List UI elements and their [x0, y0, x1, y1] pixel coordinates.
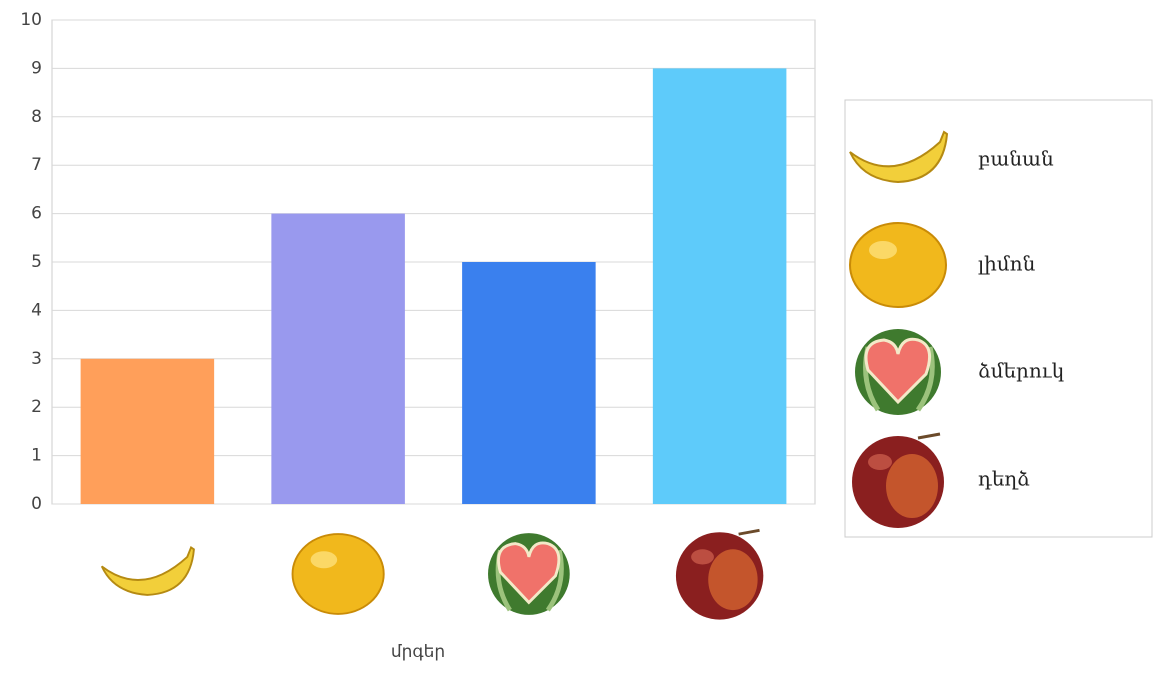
- legend-label: դեղձ: [978, 467, 1030, 491]
- y-tick-label: 10: [20, 10, 42, 30]
- melon-flesh: [497, 541, 561, 605]
- lemon: [291, 533, 385, 615]
- y-tick-label: 6: [31, 204, 42, 224]
- lemon: [849, 222, 947, 308]
- peach-shine: [868, 454, 892, 470]
- banana: [849, 130, 949, 184]
- fruit-icon: [291, 533, 385, 615]
- x-axis-label: մրգեր: [391, 642, 445, 662]
- peach-blush: [708, 549, 758, 611]
- peach-shine: [691, 549, 714, 565]
- peach-stem: [738, 528, 760, 536]
- lemon-shine: [869, 241, 897, 259]
- lemon-shine: [310, 551, 338, 569]
- bar: [462, 262, 596, 504]
- fruit-icon: [849, 130, 949, 184]
- y-tick-label: 8: [31, 107, 42, 127]
- bar: [652, 68, 787, 505]
- legend-label: լիմոն: [978, 252, 1036, 276]
- fruit-icon: [855, 329, 941, 415]
- banana: [100, 545, 195, 596]
- fruit-icon: [488, 533, 570, 615]
- peach-stem: [917, 432, 941, 440]
- y-tick-label: 7: [31, 155, 42, 175]
- y-tick-label: 2: [31, 397, 42, 417]
- fruit-icon: [852, 432, 944, 528]
- fruit-icon: [675, 528, 764, 620]
- bar: [80, 358, 215, 504]
- y-tick-label: 3: [31, 349, 42, 369]
- y-tick-label: 9: [31, 58, 42, 78]
- legend-label: բանան: [978, 147, 1054, 171]
- bar: [271, 213, 405, 504]
- legend-label: ձմերուկ: [978, 359, 1064, 383]
- fruit-icon: [100, 545, 195, 596]
- y-tick-label: 0: [31, 494, 42, 514]
- peach-blush: [886, 454, 938, 518]
- y-tick-label: 5: [31, 252, 42, 272]
- y-tick-label: 1: [31, 446, 42, 466]
- y-tick-label: 4: [31, 300, 42, 320]
- fruit-icon: [849, 222, 947, 308]
- melon-flesh: [864, 337, 932, 405]
